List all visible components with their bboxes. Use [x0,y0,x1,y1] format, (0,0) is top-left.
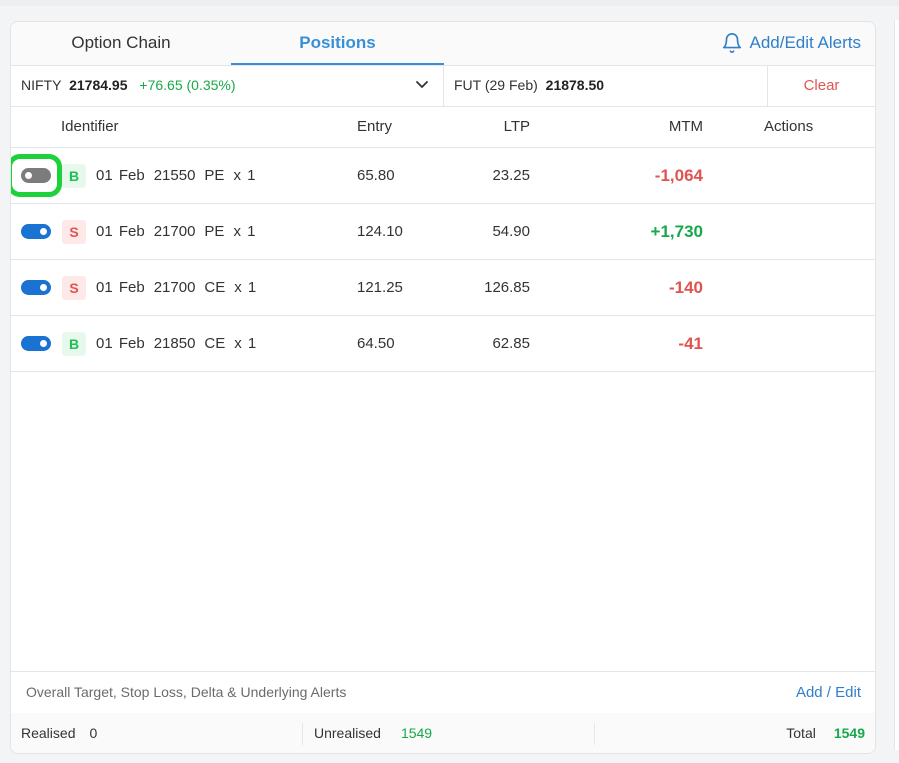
ltp-cell: 126.85 [484,279,530,296]
underlying-change: +76.65 (0.35%) [139,77,236,93]
strike: 21700 [153,223,196,240]
entry-cell: 65.80 [357,167,395,184]
mtm-cell: +1,730 [650,222,703,241]
table-row[interactable]: S 01 Feb 21700 PE x 1 124.10 54.90 +1,730 [11,204,875,260]
overall-alerts-bar: Overall Target, Stop Loss, Delta & Under… [11,671,875,714]
expiry-date: 01 Feb [96,167,145,184]
toggle-knob [40,340,47,347]
ltp-cell: 54.90 [492,223,530,240]
position-toggle[interactable] [21,168,51,183]
total-summary: Total 1549 [786,713,865,753]
toggle-knob [25,172,32,179]
header-actions: Actions [764,118,814,135]
option-type: CE [204,335,226,352]
option-type: PE [204,223,225,240]
realised-value: 0 [89,725,98,741]
header-entry: Entry [357,118,393,135]
underlying-symbol: NIFTY [21,77,62,93]
option-type: PE [204,167,225,184]
position-toggle[interactable] [21,336,51,351]
header-identifier: Identifier [61,118,119,135]
table-row[interactable]: B 01 Feb 21850 CE x 1 64.50 62.85 -41 [11,316,875,372]
table-row[interactable]: B 01 Feb 21550 PE x 1 65.80 23.25 -1,064 [11,148,875,204]
quantity: x 1 [234,335,257,352]
positions-panel: Option Chain Positions Add/Edit Alerts N… [10,21,876,754]
unrealised-value: 1549 [400,725,433,741]
side-badge: B [62,332,86,356]
alerts-add-edit-link[interactable]: Add / Edit [795,684,861,701]
quantity: x 1 [233,223,256,240]
identifier-cell: 01 Feb 21700 CE x 1 [96,260,256,315]
underlying-price: 21784.95 [69,77,128,93]
realised-summary: Realised 0 [21,713,97,753]
tab-bar: Option Chain Positions Add/Edit Alerts [11,22,875,66]
side-badge: S [62,220,86,244]
summary-divider [594,723,595,745]
strike: 21850 [153,335,196,352]
side-badge: B [62,164,86,188]
entry-cell: 64.50 [357,335,395,352]
quantity: x 1 [233,167,256,184]
unrealised-label: Unrealised [314,725,381,741]
expiry-date: 01 Feb [96,279,145,296]
header-mtm: MTM [668,118,703,135]
table-row[interactable]: S 01 Feb 21700 CE x 1 121.25 126.85 -140 [11,260,875,316]
toggle-knob [40,228,47,235]
futures-info: FUT (29 Feb) 21878.50 [444,65,768,106]
strike: 21550 [153,167,196,184]
adjacent-panel-edge [894,20,899,750]
total-value: 1549 [833,725,865,741]
tab-option-chain[interactable]: Option Chain [71,33,171,52]
unrealised-summary: Unrealised 1549 [314,713,432,753]
quantity: x 1 [234,279,257,296]
entry-cell: 121.25 [357,279,403,296]
entry-cell: 124.10 [357,223,403,240]
identifier-cell: 01 Feb 21700 PE x 1 [96,204,255,259]
ltp-cell: 23.25 [492,167,530,184]
add-edit-alerts-button[interactable]: Add/Edit Alerts [721,22,861,64]
mtm-cell: -1,064 [654,166,703,185]
alerts-button-label: Add/Edit Alerts [749,33,861,52]
identifier-cell: 01 Feb 21550 PE x 1 [96,148,255,203]
position-toggle[interactable] [21,280,51,295]
table-header: Identifier Entry LTP MTM Actions [11,107,875,148]
toggle-knob [40,284,47,291]
summary-divider [302,723,303,745]
strike: 21700 [153,279,196,296]
header-ltp: LTP [503,118,530,135]
expiry-date: 01 Feb [96,223,145,240]
futures-label: FUT (29 Feb) [454,77,538,93]
futures-price: 21878.50 [545,77,605,93]
position-toggle[interactable] [21,224,51,239]
ltp-cell: 62.85 [492,335,530,352]
clear-button[interactable]: Clear [803,77,840,94]
pnl-summary: Realised 0 Unrealised 1549 Total 1549 [11,713,875,753]
chevron-down-icon[interactable] [415,79,429,91]
identifier-cell: 01 Feb 21850 CE x 1 [96,316,256,371]
side-badge: S [62,276,86,300]
top-strip [0,0,899,6]
toggle-highlight [11,154,62,197]
tab-positions[interactable]: Positions [231,22,444,65]
overall-alerts-text: Overall Target, Stop Loss, Delta & Under… [26,684,347,700]
expiry-date: 01 Feb [96,335,145,352]
option-type: CE [204,279,226,296]
total-label: Total [786,725,816,741]
ticker-bar: NIFTY 21784.95 +76.65 (0.35%) FUT (29 Fe… [11,65,875,107]
mtm-cell: -140 [668,278,703,297]
mtm-cell: -41 [678,334,703,353]
realised-label: Realised [21,725,76,741]
bell-icon [723,33,742,53]
underlying-selector[interactable]: NIFTY 21784.95 +76.65 (0.35%) [11,65,444,106]
